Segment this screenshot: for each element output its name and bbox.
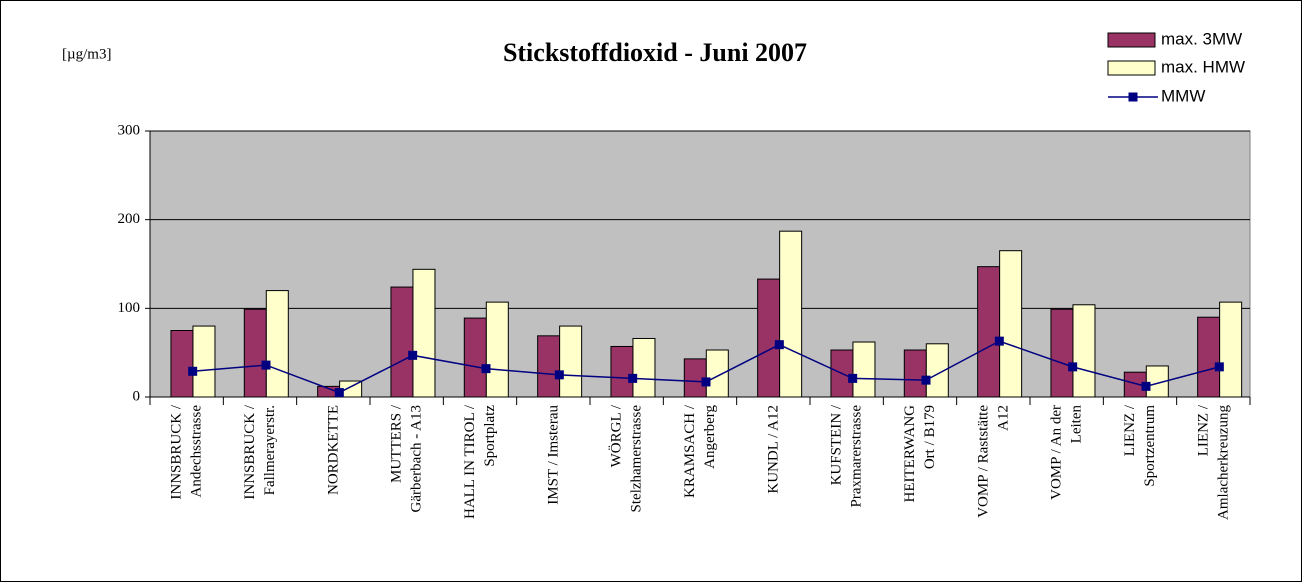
- marker: [408, 350, 418, 360]
- bar: [412, 268, 436, 398]
- bar: [265, 290, 289, 398]
- x-tick-label: LIENZ / Sportzentrum: [1122, 405, 1158, 487]
- y-axis-label: [µg/m3]: [62, 46, 111, 62]
- marker: [921, 375, 931, 385]
- x-tick-label: KUFSTEIN / Praxmarerstrasse: [828, 405, 865, 508]
- x-tick-label: VOMP / An der Leiten: [1048, 405, 1085, 500]
- chart-title: Stickstoffdioxid - Juni 2007: [503, 38, 807, 67]
- bar: [243, 308, 267, 398]
- x-tick-label: VOMP / Raststätte A12: [975, 405, 1012, 518]
- marker: [334, 388, 344, 398]
- x-tick-label: INNSBRUCK / Fallmerayerstr.: [242, 405, 278, 500]
- marker: [701, 377, 711, 387]
- marker: [1068, 362, 1078, 372]
- x-tick-label: WÖRGL / Stelzhamerstrasse: [608, 405, 645, 513]
- bar: [705, 349, 729, 398]
- bar: [463, 317, 487, 398]
- x-tick-label: NORDKETTE: [325, 405, 342, 495]
- x-tick-label: IMST / Imsterau: [545, 405, 562, 505]
- marker: [261, 360, 271, 370]
- bar: [999, 250, 1023, 398]
- marker: [848, 373, 858, 383]
- legend-swatch: [1107, 32, 1156, 48]
- bar: [852, 341, 876, 398]
- x-tick-label: HALL IN TIROL / Sportplatz: [462, 405, 498, 520]
- y-tick-label: 300: [118, 122, 141, 138]
- marker: [994, 336, 1004, 346]
- x-tick-label: KUNDL / A12: [765, 405, 782, 494]
- x-tick-label: HEITERWANG Ort / B179: [902, 405, 938, 503]
- bar: [779, 230, 803, 398]
- bar: [1050, 308, 1074, 398]
- x-tick-label: KRAMSACH / Angerberg: [682, 405, 718, 498]
- bar: [903, 349, 927, 398]
- y-tick-label: 100: [118, 300, 141, 316]
- marker: [1214, 362, 1224, 372]
- x-tick-label: LIENZ / Amlacherkreuzung: [1195, 405, 1232, 520]
- legend-label: max. HMW: [1161, 57, 1245, 76]
- legend-swatch: [1107, 60, 1156, 76]
- legend-marker: [1128, 92, 1138, 102]
- legend-label: max. 3MW: [1161, 29, 1242, 48]
- bar: [1219, 301, 1243, 398]
- bar: [170, 330, 194, 398]
- bar: [757, 278, 781, 398]
- bar: [632, 337, 656, 398]
- x-tick-label: INNSBRUCK / Andechsstrasse: [168, 405, 205, 500]
- y-tick-label: 0: [133, 388, 141, 404]
- x-tick-label: MUTTERS / Gärberbach - A13: [388, 405, 425, 513]
- marker: [774, 340, 784, 350]
- marker: [628, 373, 638, 383]
- bar: [559, 325, 583, 398]
- marker: [1141, 381, 1151, 391]
- bar: [485, 301, 509, 398]
- marker: [481, 364, 491, 374]
- bar: [1197, 316, 1221, 398]
- bar: [925, 343, 949, 398]
- marker: [188, 366, 198, 376]
- legend-label: MMW: [1161, 86, 1205, 105]
- bar: [1072, 304, 1096, 398]
- y-tick-label: 200: [118, 211, 141, 227]
- bar: [390, 286, 414, 398]
- bar: [192, 325, 216, 398]
- bar: [537, 335, 561, 398]
- bar: [977, 266, 1001, 398]
- bar: [610, 345, 634, 398]
- bar: [1145, 365, 1169, 398]
- marker: [554, 370, 564, 380]
